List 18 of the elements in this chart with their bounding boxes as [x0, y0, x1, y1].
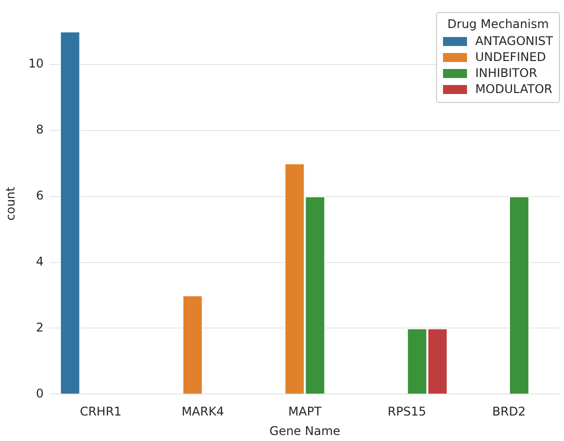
x-axis-title: Gene Name: [269, 424, 340, 438]
legend-label: UNDEFINED: [475, 50, 546, 64]
y-axis-title: count: [3, 186, 18, 221]
y-tick-label: 8: [36, 122, 44, 136]
legend-label: ANTAGONIST: [475, 34, 553, 48]
y-tick-label: 2: [36, 320, 44, 334]
x-tick-label: RPS15: [388, 404, 426, 419]
legend-title: Drug Mechanism: [446, 17, 550, 31]
x-tick-label: BRD2: [492, 404, 526, 419]
y-tick-label: 10: [28, 56, 44, 70]
x-tick-label: MAPT: [288, 404, 322, 419]
legend-label: INHIBITOR: [475, 66, 538, 80]
x-tick-label: CRHR1: [80, 404, 122, 419]
x-tick-label: MARK4: [182, 404, 224, 419]
y-tick-label: 4: [36, 254, 44, 268]
legend-label: MODULATOR: [475, 82, 552, 96]
y-tick-label: 6: [36, 188, 44, 202]
y-tick-label: 0: [36, 386, 44, 400]
